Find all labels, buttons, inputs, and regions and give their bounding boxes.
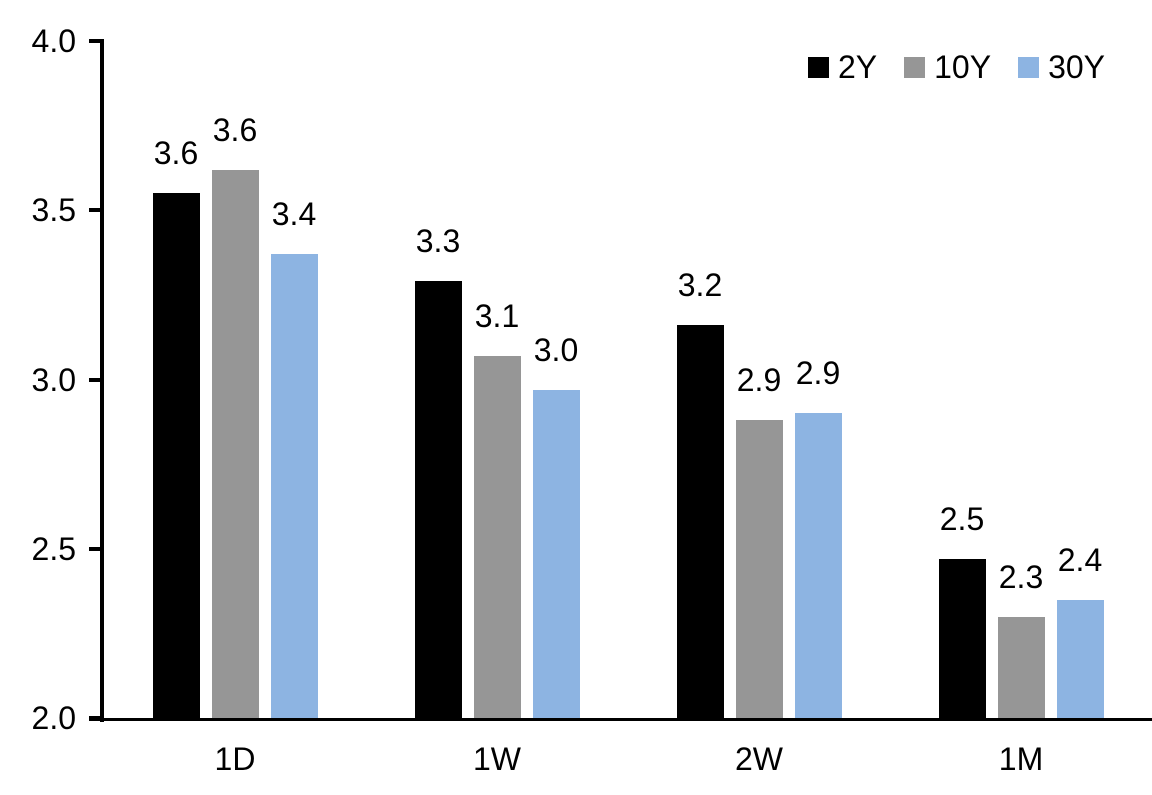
bar-value-label-10y-1w: 3.1	[474, 297, 520, 334]
y-axis-tick-3-5	[89, 208, 104, 213]
bar-2y-2w	[676, 325, 724, 718]
bar-value-label-2y-2w: 3.2	[677, 267, 723, 304]
plot-area: 3.6 3.6 3.4 3.3 3.1 3.0 3.2 2.9 2.9 2.5 2.3 2.4	[89, 39, 1152, 722]
y-axis-line	[100, 41, 104, 722]
bar-10y-2w	[735, 420, 783, 718]
bar-wrap-30y-1m: 2.4	[1056, 41, 1104, 718]
bar-30y-1d	[270, 254, 318, 718]
bar-wrap-2y-2w: 3.2	[676, 41, 724, 718]
bar-wrap-10y-2w: 2.9	[735, 41, 783, 718]
legend-swatch-icon-2y	[807, 57, 829, 78]
bar-2y-1d	[152, 193, 200, 718]
y-axis-tick-2-5	[89, 546, 104, 551]
bar-wrap-10y-1m: 2.3	[997, 41, 1045, 718]
bar-value-label-10y-1m: 2.3	[998, 558, 1044, 595]
y-axis-tick-label-2-0: 2.0	[31, 700, 76, 736]
y-axis-tick-3-0	[89, 377, 104, 382]
x-axis-line	[89, 718, 1152, 721]
y-axis-tick-4-0	[89, 39, 104, 43]
bar-30y-2w	[794, 413, 842, 718]
x-axis-label-2w: 2W	[735, 741, 783, 777]
bar-value-label-2y-1m: 2.5	[939, 500, 985, 537]
bar-30y-1m	[1056, 599, 1104, 718]
bar-value-label-10y-1d: 3.6	[212, 111, 258, 148]
bar-group-1m: 2.5 2.3 2.4	[938, 41, 1104, 718]
legend-item-2y: 2Y	[807, 49, 878, 86]
bar-wrap-30y-1d: 3.4	[270, 41, 318, 718]
legend-swatch-icon-10y	[904, 57, 926, 78]
x-axis-category-labels: 1D 1W 2W 1M	[104, 741, 1152, 778]
category-slot-1d: 3.6 3.6 3.4	[104, 41, 366, 718]
legend-label-10y: 10Y	[934, 49, 992, 85]
bar-wrap-2y-1w: 3.3	[414, 41, 462, 718]
legend-label-30y: 30Y	[1048, 49, 1105, 85]
legend-item-10y: 10Y	[904, 49, 991, 86]
y-axis-tick-label-2-5: 2.5	[31, 530, 76, 567]
bar-groups: 3.6 3.6 3.4 3.3 3.1 3.0 3.2 2.9 2.9 2.5 2.3 2.4	[104, 41, 1152, 718]
bar-value-label-10y-2w: 2.9	[736, 362, 782, 399]
category-slot-1w: 3.3 3.1 3.0	[366, 41, 628, 718]
x-axis-label-1w: 1W	[473, 741, 521, 777]
bar-2y-1m	[938, 558, 986, 718]
legend-item-30y: 30Y	[1018, 49, 1105, 86]
bar-value-label-2y-1d: 3.6	[153, 135, 199, 172]
x-axis-label-1d: 1D	[214, 741, 256, 777]
y-axis-tick-label-4-0: 4.0	[31, 23, 76, 59]
bar-value-label-30y-1m: 2.4	[1057, 541, 1103, 578]
bar-10y-1d	[211, 169, 259, 718]
category-slot-2w: 3.2 2.9 2.9	[628, 41, 890, 718]
bar-wrap-2y-1d: 3.6	[152, 41, 200, 718]
legend-swatch-icon-30y	[1018, 57, 1040, 78]
bar-30y-1w	[532, 389, 580, 718]
bar-10y-1m	[997, 616, 1045, 718]
bar-wrap-10y-1d: 3.6	[211, 41, 259, 718]
bar-wrap-30y-1w: 3.0	[532, 41, 580, 718]
y-axis-tick-label-3-5: 3.5	[31, 192, 76, 229]
bar-value-label-30y-1w: 3.0	[533, 331, 579, 368]
category-slot-1m: 2.5 2.3 2.4	[890, 41, 1152, 718]
bar-wrap-2y-1m: 2.5	[938, 41, 986, 718]
bar-2y-1w	[414, 281, 462, 718]
y-axis-tick-label-3-0: 3.0	[31, 361, 76, 398]
bar-value-label-30y-2w: 2.9	[795, 355, 841, 392]
bar-10y-1w	[473, 355, 521, 718]
bar-group-1d: 3.6 3.6 3.4	[152, 41, 318, 718]
bar-group-2w: 3.2 2.9 2.9	[676, 41, 842, 718]
bar-value-label-2y-1w: 3.3	[415, 223, 461, 260]
legend-label-2y: 2Y	[837, 49, 878, 85]
y-axis-tick-2-0	[89, 716, 104, 720]
bar-value-label-30y-1d: 3.4	[271, 196, 317, 233]
bar-wrap-30y-2w: 2.9	[794, 41, 842, 718]
bar-wrap-10y-1w: 3.1	[473, 41, 521, 718]
bar-group-1w: 3.3 3.1 3.0	[414, 41, 580, 718]
legend: 2Y 10Y 30Y	[807, 49, 1105, 86]
x-axis-label-1m: 1M	[998, 741, 1044, 777]
